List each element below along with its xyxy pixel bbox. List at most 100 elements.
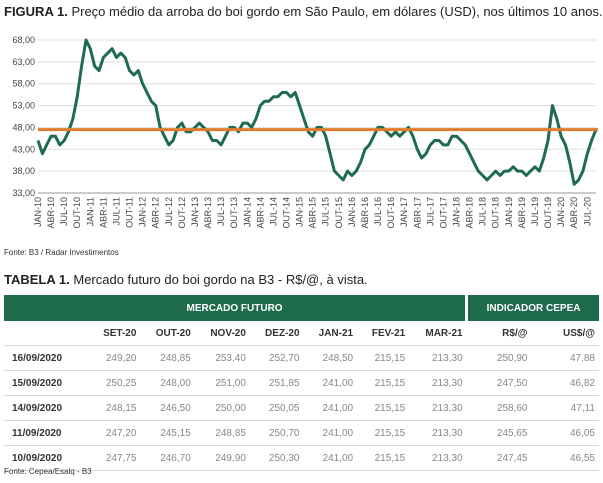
value-cell: 252,70 <box>249 345 304 371</box>
x-tick-label: OUT-12 <box>177 197 187 229</box>
column-row: SET-20 OUT-20 NOV-20 DEZ-20 JAN-21 FEV-21 MAR-… <box>4 321 599 346</box>
x-tick-label: JAN-16 <box>347 197 357 227</box>
data-row: 16/09/2020 249,20 248,85 253,40 252,70 248,50… <box>4 345 599 371</box>
x-tick-label: ABR-20 <box>569 197 579 229</box>
x-tick-label: JUL-14 <box>268 197 278 226</box>
value-cell: 250,30 <box>249 445 304 471</box>
value-cell: 215,15 <box>357 370 410 396</box>
chart: 33,00 38,00 43,00 48,00 53,00 58,00 63,00 68,00… <box>12 35 598 229</box>
source: Fonte: Cepea/Esalq - B3 <box>4 467 92 476</box>
value-cell: 253,40 <box>194 345 250 371</box>
value-cell: 241,00 <box>303 370 358 396</box>
price-line <box>36 38 598 186</box>
x-tick-label: ABR-11 <box>98 197 108 228</box>
value-cell: 250,00 <box>194 395 250 421</box>
table-title: TABELA 1. Mercado futuro do boi gordo na… <box>4 272 368 287</box>
value-cell: 250,70 <box>249 420 304 446</box>
x-tick-label: JUL-15 <box>321 197 331 226</box>
value-cell: 248,00 <box>140 370 195 396</box>
table-label: TABELA 1. <box>4 272 70 287</box>
value-cell: 246,50 <box>140 395 195 421</box>
value-cell: 247,45 <box>466 445 532 471</box>
value-cell: 47,11 <box>531 395 599 421</box>
column-header: US$/@ <box>531 321 599 346</box>
x-tick-label: JAN-18 <box>452 197 462 227</box>
column-header: MAR-21 <box>409 321 467 346</box>
x-tick-label: OUT-13 <box>229 197 239 229</box>
y-tick-label: 38,00 <box>12 166 35 176</box>
column-header: NOV-20 <box>194 321 250 346</box>
figure-label: FIGURA 1. <box>4 4 68 19</box>
x-tick-label: JUL-13 <box>216 197 226 226</box>
x-tick-label: OUT-19 <box>543 197 553 229</box>
x-tick-label: OUT-11 <box>125 197 135 228</box>
y-tick-label: 33,00 <box>12 188 35 198</box>
value-cell: 258,60 <box>466 395 532 421</box>
y-tick-label: 43,00 <box>12 144 35 154</box>
value-cell: 46,05 <box>531 420 599 446</box>
value-cell: 250,05 <box>249 395 304 421</box>
x-tick-label: JAN-20 <box>556 197 566 227</box>
value-cell: 250,90 <box>466 345 532 371</box>
value-cell: 245,15 <box>140 420 195 446</box>
column-header: DEZ-20 <box>249 321 304 346</box>
column-header: JAN-21 <box>303 321 358 346</box>
date-cell: 14/09/2020 <box>4 395 89 421</box>
x-tick-label: ABR-18 <box>465 197 475 229</box>
x-tick-label: OUT-14 <box>281 197 291 229</box>
column-header: FEV-21 <box>357 321 410 346</box>
x-tick-label: JAN-17 <box>399 197 409 227</box>
value-cell: 47,88 <box>531 345 599 371</box>
x-tick-label: JUL-20 <box>582 197 592 226</box>
value-cell: 248,85 <box>194 420 250 446</box>
group-header: MERCADO FUTURO <box>4 295 469 321</box>
table: MERCADO FUTURO INDICADOR CEPEA SET-20 OUT-2… <box>4 295 599 471</box>
value-cell: 247,20 <box>88 420 141 446</box>
value-cell: 213,30 <box>409 345 467 371</box>
data-row: 14/09/2020 248,15 246,50 250,00 250,05 241,00… <box>4 395 599 421</box>
x-tick-label: OUT-15 <box>334 197 344 229</box>
x-tick-label: JAN-19 <box>504 197 514 227</box>
x-tick-label: JAN-13 <box>190 197 200 227</box>
date-cell: 15/09/2020 <box>4 370 89 396</box>
x-tick-label: JAN-15 <box>295 197 305 227</box>
value-cell: 251,00 <box>194 370 250 396</box>
x-tick-label: ABR-16 <box>360 197 370 229</box>
data-row: 10/09/2020 247,75 246,70 249,90 250,30 241,00… <box>4 445 599 471</box>
value-cell: 250,25 <box>88 370 141 396</box>
x-tick-label: JUL-19 <box>530 197 540 226</box>
x-tick-label: JUL-16 <box>373 197 383 226</box>
value-cell: 46,55 <box>531 445 599 471</box>
x-tick-label: ABR-19 <box>517 197 527 229</box>
value-cell: 215,15 <box>357 395 410 421</box>
value-cell: 248,50 <box>303 345 358 371</box>
value-cell: 245,65 <box>466 420 532 446</box>
x-tick-label: OUT-17 <box>438 197 448 229</box>
value-cell: 46,82 <box>531 370 599 396</box>
value-cell: 213,30 <box>409 445 467 471</box>
value-cell: 248,85 <box>140 345 195 371</box>
value-cell: 215,15 <box>357 420 410 446</box>
value-cell: 247,75 <box>88 445 141 471</box>
value-cell: 246,70 <box>140 445 195 471</box>
value-cell: 241,00 <box>303 395 358 421</box>
source: Fonte: B3 / Radar Investimentos <box>4 248 119 257</box>
value-cell: 249,20 <box>88 345 141 371</box>
x-tick-label: JAN-12 <box>138 197 148 227</box>
data-row: 11/09/2020 247,20 245,15 248,85 250,70 241,00… <box>4 420 599 446</box>
x-tick-label: ABR-17 <box>412 197 422 229</box>
value-cell: 213,30 <box>409 420 467 446</box>
date-cell: 16/09/2020 <box>4 345 89 371</box>
x-tick-label: JUL-11 <box>111 197 121 225</box>
figure-title: FIGURA 1. Preço médio da arroba do boi g… <box>4 4 603 19</box>
x-tick-label: JAN-14 <box>242 197 252 227</box>
group-row: MERCADO FUTURO INDICADOR CEPEA <box>4 295 599 321</box>
value-cell: 215,15 <box>357 345 410 371</box>
value-cell: 213,30 <box>409 395 467 421</box>
value-cell: 249,90 <box>194 445 250 471</box>
x-tick-label: OUT-18 <box>491 197 501 229</box>
x-tick-label: JUL-17 <box>425 197 435 226</box>
y-tick-label: 53,00 <box>12 101 35 111</box>
figure-title-text: Preço médio da arroba do boi gordo em Sã… <box>71 4 603 19</box>
date-cell: 10/09/2020 <box>4 445 89 471</box>
